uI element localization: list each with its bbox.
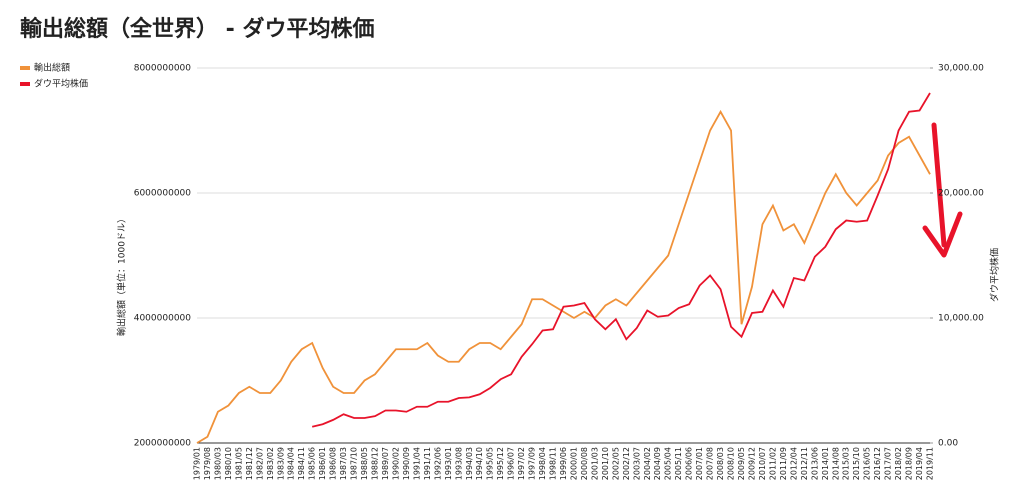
x-tick-label: 1982/07 xyxy=(255,447,264,480)
x-tick-label: 1997/02 xyxy=(517,447,526,480)
x-tick-label: 2001/10 xyxy=(601,447,610,480)
x-tick-label: 2009/12 xyxy=(747,447,756,480)
x-tick-label: 1988/05 xyxy=(360,447,369,480)
x-tick-label: 1980/10 xyxy=(224,447,233,480)
x-tick-label: 1993/01 xyxy=(444,447,453,480)
x-tick-label: 1979/08 xyxy=(203,447,212,480)
x-tick-label: 2018/02 xyxy=(894,447,903,480)
series-line xyxy=(311,92,931,428)
x-tick-label: 1981/05 xyxy=(234,447,243,480)
series-line xyxy=(196,109,931,444)
x-tick-label: 2008/10 xyxy=(727,447,736,480)
y2-tick-label: 30,000.00 xyxy=(938,64,984,74)
x-tick-label: 1987/10 xyxy=(350,447,359,480)
y-tick-label: 6000000000 xyxy=(134,189,192,199)
chart-title: 輸出総額（全世界） - ダウ平均株価 xyxy=(20,16,374,42)
x-tick-label: 1986/01 xyxy=(318,447,327,480)
x-tick-label: 1986/08 xyxy=(329,447,338,480)
y-axis-label: 輸出総額（単位：1000ドル） xyxy=(116,214,128,336)
legend-swatch xyxy=(20,82,30,86)
x-tick-label: 2002/12 xyxy=(622,447,631,480)
y2-tick-label: 0.00 xyxy=(938,439,958,449)
x-tick-label: 2015/03 xyxy=(842,447,851,480)
x-tick-label: 1998/04 xyxy=(538,447,547,480)
x-tick-label: 2017/07 xyxy=(884,447,893,480)
x-tick-label: 2019/11 xyxy=(926,447,935,480)
x-tick-label: 2007/08 xyxy=(706,447,715,480)
x-tick-label: 2002/05 xyxy=(611,447,620,480)
x-tick-label: 1998/11 xyxy=(549,447,558,480)
x-tick-label: 2015/10 xyxy=(852,447,861,480)
x-tick-label: 1999/06 xyxy=(559,447,568,480)
x-tick-label: 2011/09 xyxy=(779,447,788,480)
legend-label: ダウ平均株価 xyxy=(34,78,88,90)
x-tick-label: 2009/05 xyxy=(737,447,746,480)
x-tick-label: 2012/11 xyxy=(800,447,809,480)
x-tick-label: 2005/04 xyxy=(664,447,673,480)
x-tick-label: 1996/07 xyxy=(507,447,516,480)
y-tick-label: 2000000000 xyxy=(134,439,192,449)
legend-swatch xyxy=(20,66,30,70)
x-tick-label: 2000/08 xyxy=(580,447,589,480)
x-tick-label: 2019/04 xyxy=(915,447,924,480)
x-tick-label: 2018/09 xyxy=(905,447,914,480)
x-tick-label: 1987/03 xyxy=(339,447,348,480)
x-tick-label: 1993/08 xyxy=(454,447,463,480)
x-tick-label: 1989/07 xyxy=(381,447,390,480)
arrow-head xyxy=(922,211,963,258)
y-tick-label: 8000000000 xyxy=(134,64,192,74)
legend-label: 輸出総額 xyxy=(34,62,70,74)
x-tick-label: 2000/01 xyxy=(569,447,578,480)
x-tick-label: 2016/12 xyxy=(873,447,882,480)
x-tick-label: 1979/01 xyxy=(193,447,202,480)
x-tick-label: 1990/02 xyxy=(391,447,400,480)
x-tick-label: 1983/09 xyxy=(276,447,285,480)
x-tick-label: 2013/06 xyxy=(810,447,819,480)
x-tick-label: 1988/12 xyxy=(371,447,380,480)
x-tick-label: 1980/03 xyxy=(213,447,222,480)
x-tick-label: 1981/12 xyxy=(245,447,254,480)
x-tick-label: 1995/12 xyxy=(496,447,505,480)
x-tick-label: 1985/06 xyxy=(308,447,317,480)
x-tick-label: 1992/06 xyxy=(433,447,442,480)
x-tick-label: 1997/09 xyxy=(528,447,537,480)
x-tick-label: 2007/01 xyxy=(695,447,704,480)
x-tick-label: 2012/04 xyxy=(789,447,798,480)
x-tick-label: 1991/11 xyxy=(423,447,432,480)
x-tick-label: 2004/02 xyxy=(643,447,652,480)
arrow xyxy=(931,122,947,248)
x-tick-label: 2010/07 xyxy=(758,447,767,480)
y2-axis-label: ダウ平均株価 xyxy=(989,248,1001,302)
y2-tick-label: 10,000.00 xyxy=(938,314,984,324)
x-tick-label: 2005/11 xyxy=(674,447,683,480)
x-tick-label: 1994/03 xyxy=(465,447,474,480)
x-tick-label: 2016/05 xyxy=(863,447,872,480)
x-tick-label: 1991/04 xyxy=(412,447,421,480)
x-tick-label: 1994/10 xyxy=(475,447,484,480)
x-tick-label: 2014/08 xyxy=(831,447,840,480)
x-tick-label: 2001/03 xyxy=(590,447,599,480)
x-tick-label: 1995/05 xyxy=(486,447,495,480)
x-tick-label: 1990/09 xyxy=(402,447,411,480)
x-tick-label: 2014/01 xyxy=(821,447,830,480)
x-tick-label: 2006/06 xyxy=(685,447,694,480)
x-tick-label: 2004/09 xyxy=(653,447,662,480)
y2-tick-label: 20,000.00 xyxy=(938,189,984,199)
y-tick-label: 4000000000 xyxy=(134,314,192,324)
x-tick-label: 1984/04 xyxy=(287,447,296,480)
x-tick-label: 2011/02 xyxy=(768,447,777,480)
x-tick-label: 1983/02 xyxy=(266,447,275,480)
x-tick-label: 2003/07 xyxy=(632,447,641,480)
x-tick-label: 1984/11 xyxy=(297,447,306,480)
x-tick-label: 2008/03 xyxy=(716,447,725,480)
